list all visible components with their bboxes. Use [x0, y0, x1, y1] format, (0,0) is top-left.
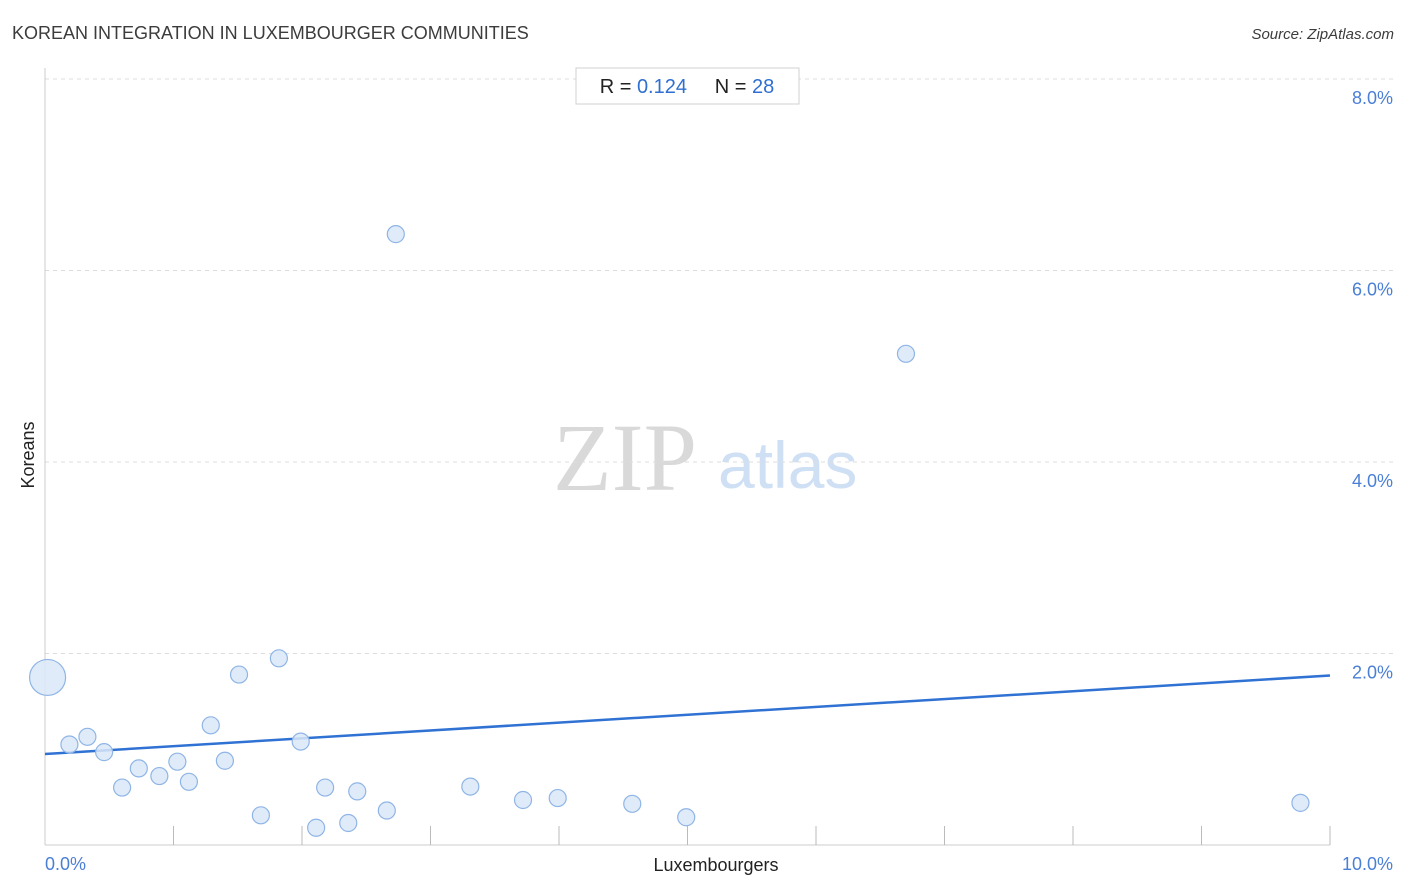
data-point — [377, 801, 396, 820]
x-tick-label: 0.0% — [45, 854, 86, 874]
stats-box: R = 0.124 N = 28 — [575, 67, 800, 105]
data-point — [623, 794, 642, 813]
axes — [44, 68, 1331, 846]
data-point — [307, 818, 326, 837]
y-tick-label: 2.0% — [1352, 663, 1393, 683]
data-points — [28, 225, 1310, 837]
n-value: 28 — [752, 76, 774, 98]
r-label: R = — [600, 76, 632, 98]
data-point — [112, 778, 132, 797]
data-point — [179, 772, 199, 791]
data-point — [677, 808, 696, 827]
x-tick-labels: 0.0% 10.0% — [45, 854, 1393, 874]
trendline-group — [44, 674, 1331, 756]
data-point — [269, 649, 288, 668]
n-label: N = — [715, 76, 747, 98]
y-axis-title: Koreans — [18, 421, 38, 488]
stats-line: R = 0.124 N = 28 — [600, 76, 775, 98]
data-point — [78, 727, 97, 746]
x-tick-label: 10.0% — [1342, 854, 1393, 874]
data-point — [513, 790, 533, 810]
data-point — [28, 658, 67, 697]
chart-source: Source: ZipAtlas.com — [1251, 26, 1394, 43]
data-point — [201, 716, 220, 735]
data-point — [215, 751, 234, 770]
gridlines — [45, 78, 1393, 654]
data-point — [461, 777, 480, 796]
data-point — [291, 732, 310, 751]
data-point — [348, 782, 367, 801]
y-tick-label: 6.0% — [1352, 280, 1393, 300]
data-point — [548, 788, 567, 808]
data-point — [1291, 793, 1310, 812]
data-point — [150, 766, 169, 786]
y-tick-label: 4.0% — [1352, 471, 1393, 491]
data-point — [229, 665, 249, 684]
watermark-zip: ZIP — [553, 404, 697, 511]
data-point — [339, 813, 358, 833]
trendline — [44, 674, 1331, 756]
watermark-atlas: atlas — [718, 428, 857, 502]
x-axis-title: Luxembourgers — [653, 855, 778, 875]
data-point — [60, 735, 79, 754]
stats-box-frame — [575, 67, 800, 105]
data-point — [386, 225, 405, 244]
chart-title: KOREAN INTEGRATION IN LUXEMBOURGER COMMU… — [12, 23, 529, 43]
data-point — [168, 752, 187, 771]
data-point — [129, 759, 148, 778]
y-tick-labels: 2.0% 4.0% 6.0% 8.0% — [1352, 88, 1393, 683]
watermark: ZIP atlas — [553, 404, 857, 511]
data-point — [316, 778, 335, 797]
data-point — [251, 806, 270, 825]
y-tick-label: 8.0% — [1352, 88, 1393, 108]
data-point — [896, 344, 916, 363]
data-point — [95, 743, 114, 762]
r-value: 0.124 — [637, 76, 687, 98]
